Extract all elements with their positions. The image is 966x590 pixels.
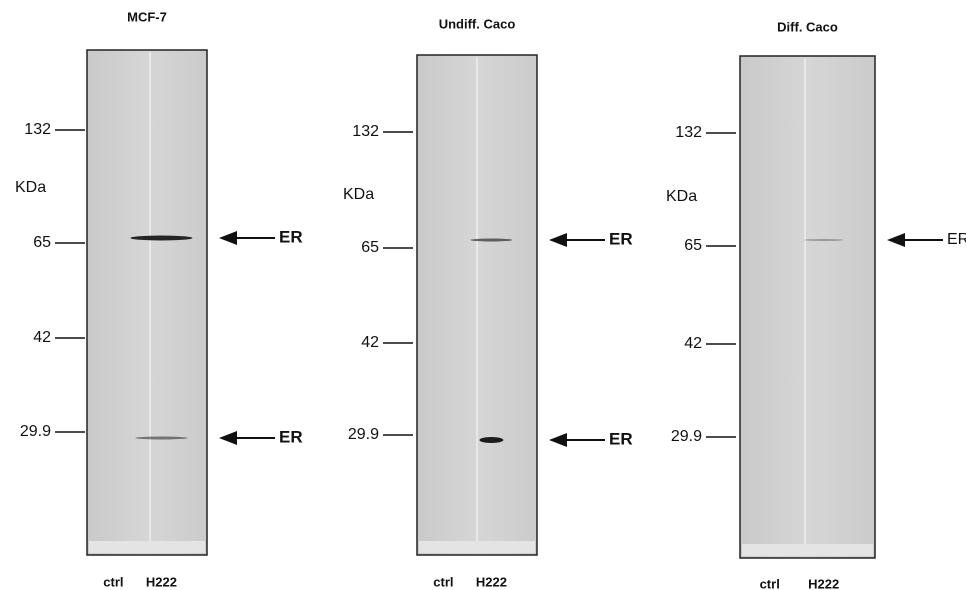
arrow-head bbox=[219, 431, 237, 445]
arrow-head bbox=[549, 433, 567, 447]
panel-title: Undiff. Caco bbox=[439, 16, 516, 31]
marker-label: 65 bbox=[361, 239, 379, 256]
marker-label: 29.9 bbox=[671, 428, 702, 445]
lane-label: H222 bbox=[808, 576, 839, 590]
unit-label: KDa bbox=[666, 188, 697, 205]
unit-label: KDa bbox=[15, 179, 46, 196]
marker-label: 132 bbox=[24, 121, 51, 138]
marker-label: 42 bbox=[361, 334, 379, 351]
arrow-head bbox=[549, 233, 567, 247]
lane-label: H222 bbox=[146, 574, 177, 589]
lane-label: H222 bbox=[476, 574, 507, 589]
lane-label: ctrl bbox=[433, 574, 453, 589]
band-label: ER bbox=[609, 229, 633, 248]
band bbox=[135, 437, 187, 440]
band bbox=[479, 437, 503, 443]
marker-label: 29.9 bbox=[20, 423, 51, 440]
arrow-head bbox=[887, 233, 905, 247]
gel-bottom bbox=[742, 544, 873, 556]
marker-label: 132 bbox=[352, 123, 379, 140]
band-label: ER bbox=[279, 227, 303, 246]
figure: MCF-7132654229.9KDactrlH222ERERUndiff. C… bbox=[0, 0, 966, 590]
blot-panel: Diff. Caco 132 65 42 29.9 KDa ctrl H222 ER bbox=[666, 19, 966, 590]
blot-panel: Undiff. Caco 132 65 42 29.9 KDa ctrl H222 ER ER bbox=[343, 16, 633, 589]
band-label: ER bbox=[947, 231, 966, 248]
blot-panel: MCF-7 132 65 42 29.9 KDa ctrl H222 ER ER bbox=[15, 9, 303, 589]
band-label: ER bbox=[279, 427, 303, 446]
panel-title: Diff. Caco bbox=[777, 19, 838, 34]
marker-label: 65 bbox=[33, 234, 51, 251]
arrow-head bbox=[219, 231, 237, 245]
unit-label: KDa bbox=[343, 186, 374, 203]
marker-label: 65 bbox=[684, 237, 702, 254]
band bbox=[470, 239, 512, 242]
marker-label: 29.9 bbox=[348, 426, 379, 443]
marker-label: 132 bbox=[675, 124, 702, 141]
band-label: ER bbox=[609, 429, 633, 448]
panel-title: MCF-7 bbox=[127, 9, 167, 24]
marker-label: 42 bbox=[33, 329, 51, 346]
gel bbox=[740, 56, 875, 558]
band bbox=[804, 239, 844, 241]
gel-bottom bbox=[89, 541, 205, 553]
gel-bottom bbox=[419, 541, 535, 553]
lane-label: ctrl bbox=[103, 574, 123, 589]
marker-label: 42 bbox=[684, 335, 702, 352]
gel bbox=[87, 50, 207, 555]
lane-label: ctrl bbox=[760, 576, 780, 590]
band bbox=[130, 236, 192, 241]
